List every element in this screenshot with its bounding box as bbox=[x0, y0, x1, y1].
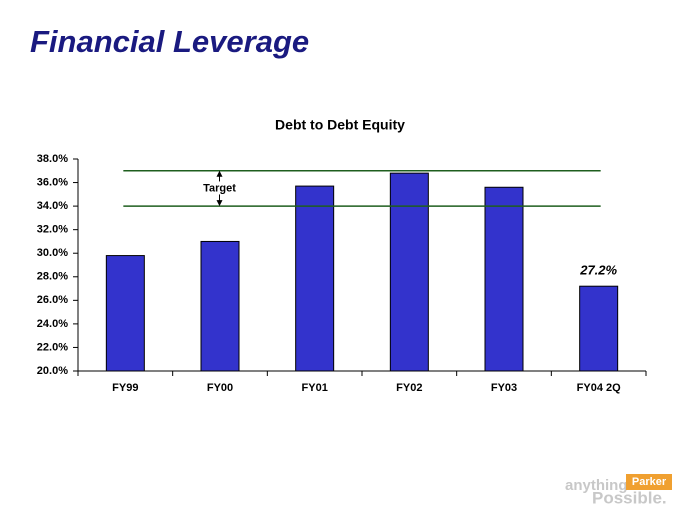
logo-brand: Parker bbox=[632, 476, 667, 488]
bar bbox=[389, 172, 429, 372]
bar bbox=[295, 185, 335, 372]
page-title: Financial Leverage bbox=[30, 24, 309, 59]
y-tick-label: 24.0% bbox=[37, 318, 68, 330]
logo: anything Parker Possible. bbox=[565, 474, 672, 507]
logo-box bbox=[626, 474, 672, 490]
y-tick-label: 26.0% bbox=[37, 294, 68, 306]
bar bbox=[579, 285, 619, 372]
target-label: Target bbox=[203, 182, 236, 194]
chart-title: Debt to Debt Equity bbox=[275, 117, 405, 133]
y-tick-label: 38.0% bbox=[37, 153, 68, 165]
target-label-bg bbox=[200, 181, 239, 195]
x-tick-label: FY03 bbox=[491, 382, 517, 394]
y-tick-label: 36.0% bbox=[37, 176, 68, 188]
value-label: 27.2% bbox=[579, 263, 617, 278]
logo-word: Possible. bbox=[592, 488, 667, 507]
logo-word: anything bbox=[565, 477, 628, 494]
x-tick-label: FY01 bbox=[302, 382, 328, 394]
y-tick-label: 32.0% bbox=[37, 224, 68, 236]
x-tick-label: FY99 bbox=[112, 382, 138, 394]
y-tick-label: 20.0% bbox=[37, 365, 68, 377]
bar bbox=[484, 186, 524, 372]
x-tick-label: FY04 2Q bbox=[577, 382, 621, 394]
y-tick-label: 30.0% bbox=[37, 247, 68, 259]
x-tick-label: FY00 bbox=[207, 382, 233, 394]
arrow-head bbox=[216, 200, 223, 207]
y-tick-label: 34.0% bbox=[37, 200, 68, 212]
arrow-head bbox=[216, 170, 223, 177]
bar bbox=[200, 240, 240, 372]
bar bbox=[105, 255, 145, 372]
y-tick-label: 28.0% bbox=[37, 271, 68, 283]
y-tick-label: 22.0% bbox=[37, 341, 68, 353]
x-tick-label: FY02 bbox=[396, 382, 422, 394]
